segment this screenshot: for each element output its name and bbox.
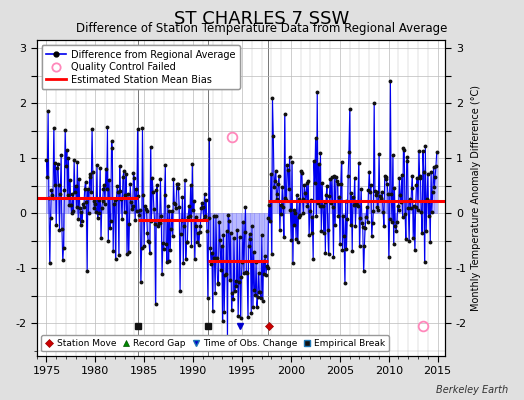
Text: Berkeley Earth: Berkeley Earth (436, 385, 508, 395)
Legend: Station Move, Record Gap, Time of Obs. Change, Empirical Break: Station Move, Record Gap, Time of Obs. C… (41, 335, 389, 352)
Y-axis label: Monthly Temperature Anomaly Difference (°C): Monthly Temperature Anomaly Difference (… (471, 85, 481, 311)
Text: Difference of Station Temperature Data from Regional Average: Difference of Station Temperature Data f… (77, 22, 447, 35)
Text: ST CHARLES 7 SSW: ST CHARLES 7 SSW (174, 10, 350, 28)
